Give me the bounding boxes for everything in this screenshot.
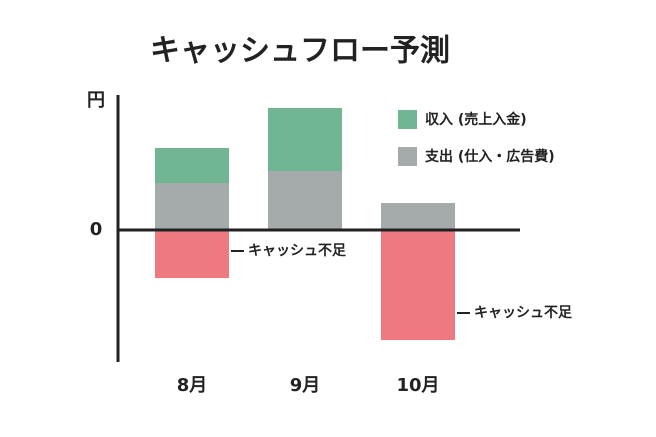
chart-title: キャッシュフロー予測: [150, 34, 450, 69]
x-tick-label: 8月: [177, 375, 208, 396]
bar-segment: [381, 203, 455, 230]
legend-swatch: [398, 110, 417, 129]
bar-segment: [381, 230, 455, 340]
x-tick-label: 9月: [290, 375, 321, 396]
y-axis-label: 円: [87, 90, 105, 111]
annotation: キャッシュ不足: [248, 243, 347, 259]
bar-segment: [268, 171, 342, 230]
y-tick-label: 0: [90, 219, 103, 240]
bar-segment: [155, 183, 229, 230]
bar-segment: [155, 148, 229, 183]
legend-swatch: [398, 147, 417, 166]
bar-segment: [155, 230, 229, 278]
annotation: キャッシュ不足: [474, 305, 573, 321]
legend-label: 収入 (売上入金): [425, 111, 527, 128]
legend-label: 支出 (仕入・広告費): [424, 148, 555, 165]
x-tick-label: 10月: [396, 375, 439, 396]
bar-segment: [268, 108, 342, 171]
